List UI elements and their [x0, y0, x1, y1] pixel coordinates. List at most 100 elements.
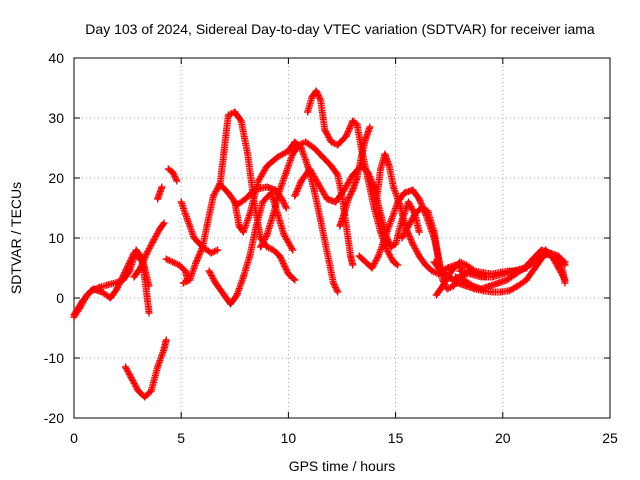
- data-point: [143, 291, 151, 299]
- data-point: [70, 311, 78, 319]
- data-point: [450, 282, 457, 290]
- data-point: [199, 243, 207, 251]
- data-point: [370, 204, 378, 212]
- data-point: [520, 264, 528, 272]
- data-point: [327, 138, 335, 146]
- data-point: [246, 252, 254, 260]
- data-point: [205, 267, 213, 275]
- data-point: [244, 150, 252, 158]
- data-series-sat-d: [130, 219, 168, 281]
- data-point: [319, 153, 327, 161]
- data-point: [497, 288, 505, 296]
- data-series: [70, 87, 569, 401]
- data-point: [550, 255, 558, 263]
- data-point: [454, 279, 462, 287]
- grid: [74, 58, 610, 418]
- data-point: [364, 174, 372, 182]
- data-point: [212, 279, 219, 287]
- data-series-sat-h: [177, 198, 222, 257]
- data-point: [179, 279, 187, 287]
- data-point: [130, 273, 138, 281]
- data-point: [263, 162, 271, 170]
- data-point: [162, 255, 170, 263]
- data-point: [432, 291, 440, 299]
- data-point: [162, 336, 170, 344]
- y-tick-label: 20: [48, 170, 64, 186]
- data-point: [282, 204, 290, 212]
- data-point: [398, 234, 406, 242]
- data-point: [291, 192, 299, 200]
- x-axis-label: GPS time / hours: [289, 458, 396, 474]
- data-point: [128, 375, 136, 383]
- y-tick-label: -20: [44, 410, 64, 426]
- data-point: [237, 117, 245, 125]
- data-point: [291, 276, 299, 284]
- data-point: [269, 210, 277, 218]
- data-point: [347, 252, 355, 260]
- data-point: [284, 270, 292, 278]
- data-point: [443, 285, 451, 293]
- data-point: [224, 111, 232, 119]
- data-point: [353, 174, 361, 182]
- data-point: [467, 270, 475, 278]
- data-point: [169, 168, 177, 176]
- data-series-sat-e: [154, 183, 166, 203]
- data-point: [510, 267, 517, 275]
- data-point: [224, 189, 232, 197]
- data-point: [289, 150, 297, 158]
- data-point: [411, 210, 419, 218]
- data-point: [122, 363, 129, 371]
- data-point: [169, 258, 177, 266]
- data-point: [390, 258, 397, 266]
- data-point: [321, 126, 329, 134]
- data-series-sat-l: [231, 138, 342, 296]
- data-point: [462, 261, 470, 269]
- data-series-sat-u: [430, 249, 569, 296]
- data-point: [561, 261, 569, 269]
- data-point: [87, 287, 95, 295]
- data-point: [145, 309, 153, 317]
- data-point: [154, 195, 162, 203]
- data-point: [383, 246, 391, 254]
- data-point: [499, 270, 507, 278]
- data-point: [381, 234, 389, 242]
- data-point: [353, 120, 361, 128]
- data-point: [173, 177, 181, 185]
- data-point: [342, 222, 350, 230]
- data-point: [405, 222, 412, 230]
- data-point: [332, 198, 340, 206]
- x-tick-label: 5: [177, 430, 185, 446]
- data-point: [488, 273, 496, 281]
- data-point: [415, 195, 423, 203]
- data-point: [381, 150, 389, 158]
- data-point: [366, 123, 374, 131]
- data-point: [342, 132, 350, 140]
- x-tick-label: 0: [70, 430, 78, 446]
- data-point: [126, 267, 134, 275]
- data-point: [220, 147, 228, 155]
- data-point: [344, 195, 352, 203]
- data-point: [233, 291, 241, 299]
- data-point: [263, 243, 271, 251]
- data-point: [304, 108, 312, 116]
- data-point: [430, 228, 438, 236]
- data-point: [235, 222, 243, 230]
- data-point: [145, 282, 153, 290]
- data-point: [164, 165, 172, 173]
- data-point: [559, 267, 567, 275]
- data-point: [302, 138, 310, 146]
- data-point: [257, 243, 264, 251]
- data-point: [460, 276, 468, 284]
- axis-ticks: 0 5 10 15 20 25 -20 -10 0 10 20 30 40: [44, 50, 618, 446]
- data-point: [267, 189, 275, 197]
- data-point: [422, 261, 430, 269]
- data-point: [317, 96, 325, 104]
- data-point: [477, 273, 485, 281]
- data-point: [239, 273, 247, 281]
- data-point: [542, 246, 550, 254]
- data-series-sat-r: [372, 150, 466, 278]
- data-point: [392, 240, 400, 248]
- data-point: [291, 138, 299, 146]
